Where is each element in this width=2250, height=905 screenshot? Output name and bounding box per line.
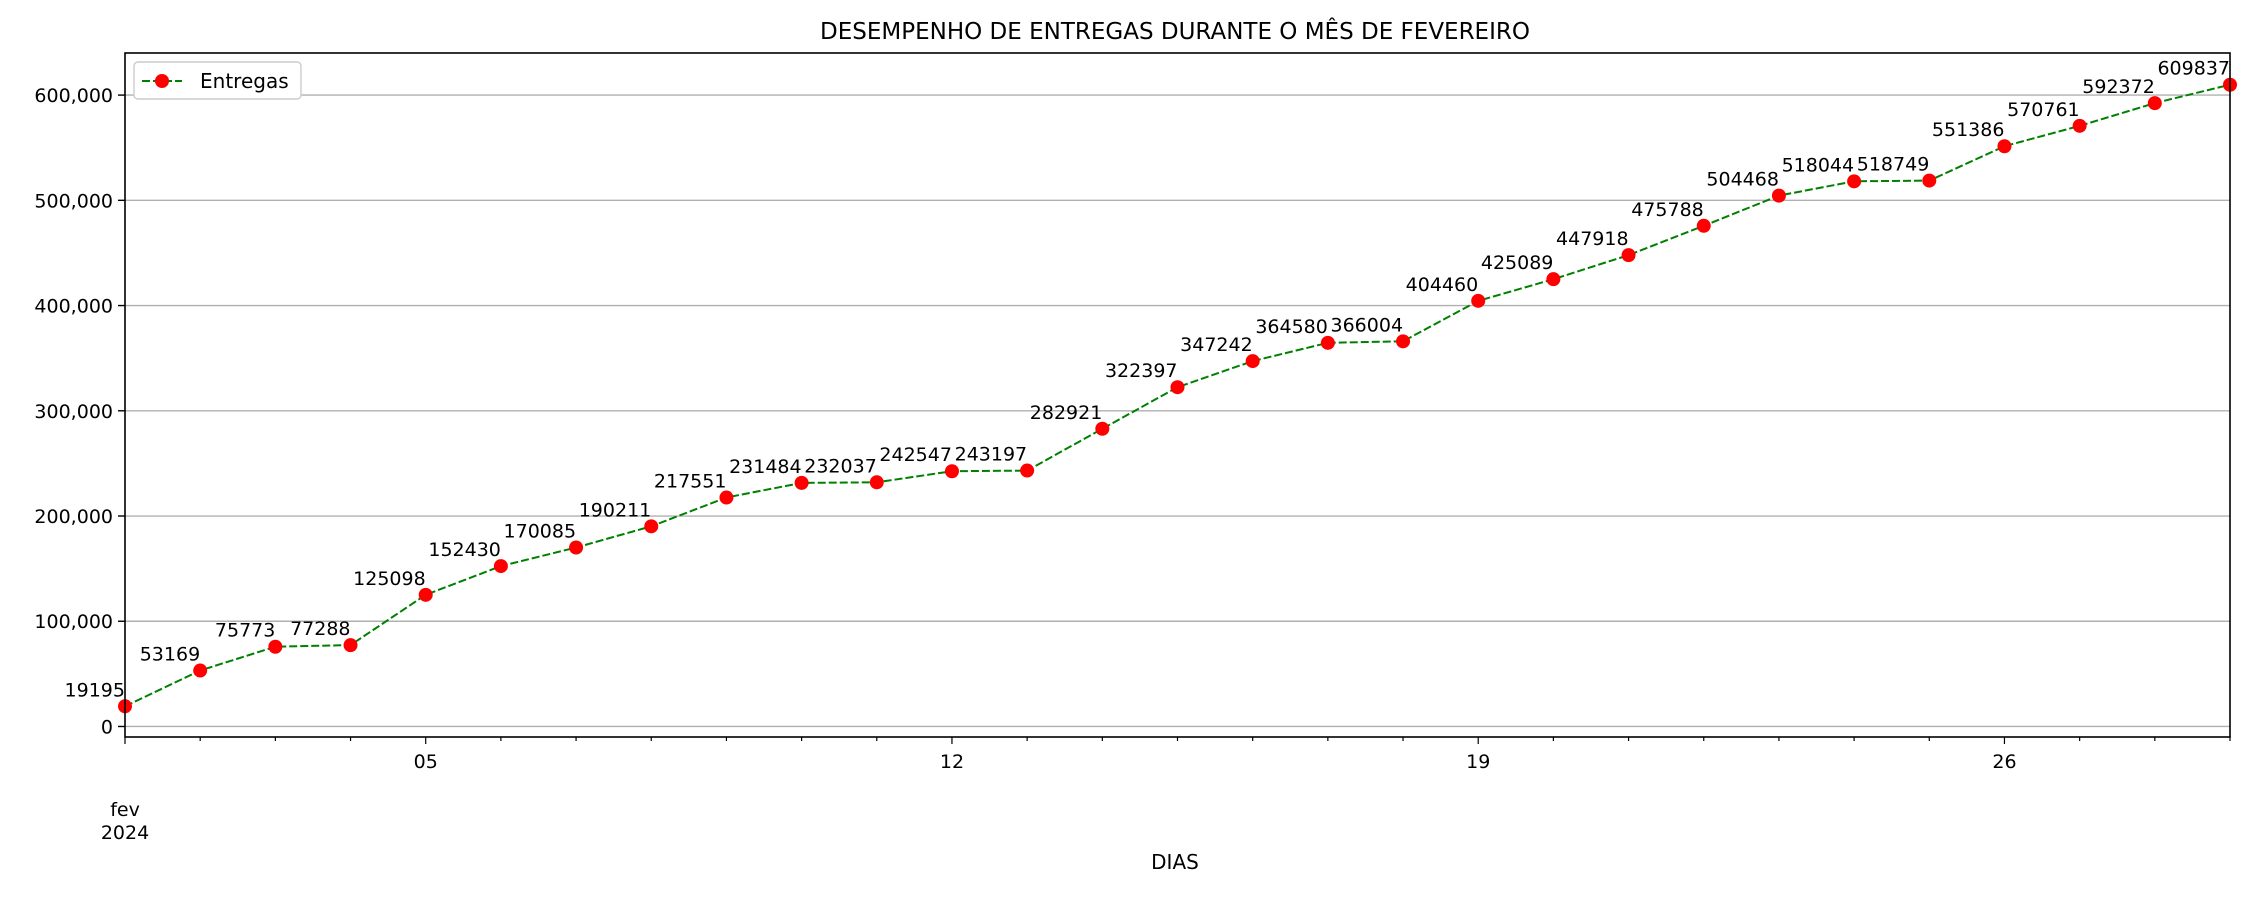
data-point: [268, 639, 283, 654]
data-label: 364580: [1255, 316, 1328, 338]
data-label: 347242: [1180, 334, 1253, 356]
y-tick-label: 400,000: [34, 296, 113, 318]
data-point: [2147, 96, 2162, 111]
data-point: [1020, 463, 1035, 478]
data-label: 125098: [353, 568, 426, 590]
y-tick-label: 0: [101, 716, 113, 738]
x-axis-label: DIAS: [1151, 850, 1199, 874]
data-label: 242547: [879, 444, 952, 466]
data-label: 475788: [1631, 199, 1704, 221]
data-label: 447918: [1556, 228, 1629, 250]
data-label: 404460: [1406, 274, 1479, 296]
data-point: [2072, 118, 2087, 133]
legend-entry-label: Entregas: [200, 69, 289, 93]
data-label: 551386: [1932, 119, 2005, 141]
data-point: [1621, 248, 1636, 263]
data-label: 217551: [654, 471, 727, 493]
data-point: [944, 464, 959, 479]
marker-layer: [118, 77, 2237, 714]
y-tick-label: 200,000: [34, 506, 113, 528]
data-point: [493, 559, 508, 574]
y-tick-label: 300,000: [34, 401, 113, 423]
data-point: [1847, 174, 1862, 189]
legend: Entregas: [133, 61, 302, 100]
data-point: [1696, 218, 1711, 233]
data-point: [1320, 335, 1335, 350]
legend-marker-icon: [155, 74, 169, 88]
data-label: 592372: [2082, 76, 2155, 98]
data-label: 518044: [1782, 154, 1855, 176]
data-label: 570761: [2007, 99, 2080, 121]
data-point: [644, 519, 659, 534]
x-tick-label: 05: [414, 751, 438, 773]
data-point: [193, 663, 208, 678]
x-tick-label: 26: [1992, 751, 2016, 773]
grid: [125, 94, 2230, 728]
data-point: [1771, 188, 1786, 203]
data-label-layer: 19195 53169 75773 77288 12509815243017008519…: [65, 58, 2230, 702]
data-point: [1997, 139, 2012, 154]
y-tick-label: 600,000: [34, 85, 113, 107]
x-tick-label: 12: [940, 751, 964, 773]
legend-box: [133, 61, 302, 100]
data-label: 77288: [290, 618, 350, 640]
x-tick-label: 19: [1466, 751, 1490, 773]
series-line-layer: [124, 83, 2231, 708]
data-label: 243197: [955, 444, 1028, 466]
data-label: 231484: [729, 456, 802, 478]
data-point: [418, 587, 433, 602]
data-label: 504468: [1706, 169, 1779, 191]
data-point: [1546, 272, 1561, 287]
y-axis: 0 100,000 200,000 300,000 400,000 500,000 600,…: [34, 85, 125, 738]
data-point: [794, 475, 809, 490]
data-label: 425089: [1481, 252, 1554, 274]
x-start-year-label: 2024: [101, 822, 149, 844]
chart-title: DESEMPENHO DE ENTREGAS DURANTE O MÊS DE …: [820, 17, 1530, 45]
data-label: 152430: [428, 539, 501, 561]
data-point: [1922, 173, 1937, 188]
y-tick-label: 500,000: [34, 190, 113, 212]
data-label: 366004: [1331, 314, 1404, 336]
data-point: [719, 490, 734, 505]
series-line-entregas: [124, 83, 2231, 708]
data-label: 609837: [2157, 58, 2230, 80]
data-point: [1396, 334, 1411, 349]
data-label: 170085: [504, 520, 577, 542]
data-label: 232037: [804, 455, 877, 477]
data-point: [1095, 421, 1110, 436]
data-point: [1245, 354, 1260, 369]
data-point: [1170, 380, 1185, 395]
x-start-month-label: fev: [110, 799, 140, 821]
data-point: [569, 540, 584, 555]
data-label: 75773: [215, 620, 275, 642]
data-point: [869, 475, 884, 490]
y-tick-label: 100,000: [34, 611, 113, 633]
data-label: 190211: [579, 499, 652, 521]
data-label: 282921: [1030, 402, 1103, 424]
data-label: 322397: [1105, 360, 1178, 382]
data-point: [1471, 293, 1486, 308]
data-label: 19195: [65, 679, 125, 701]
data-point: [343, 638, 358, 653]
data-label: 518749: [1857, 154, 1930, 176]
data-label: 53169: [140, 644, 200, 666]
